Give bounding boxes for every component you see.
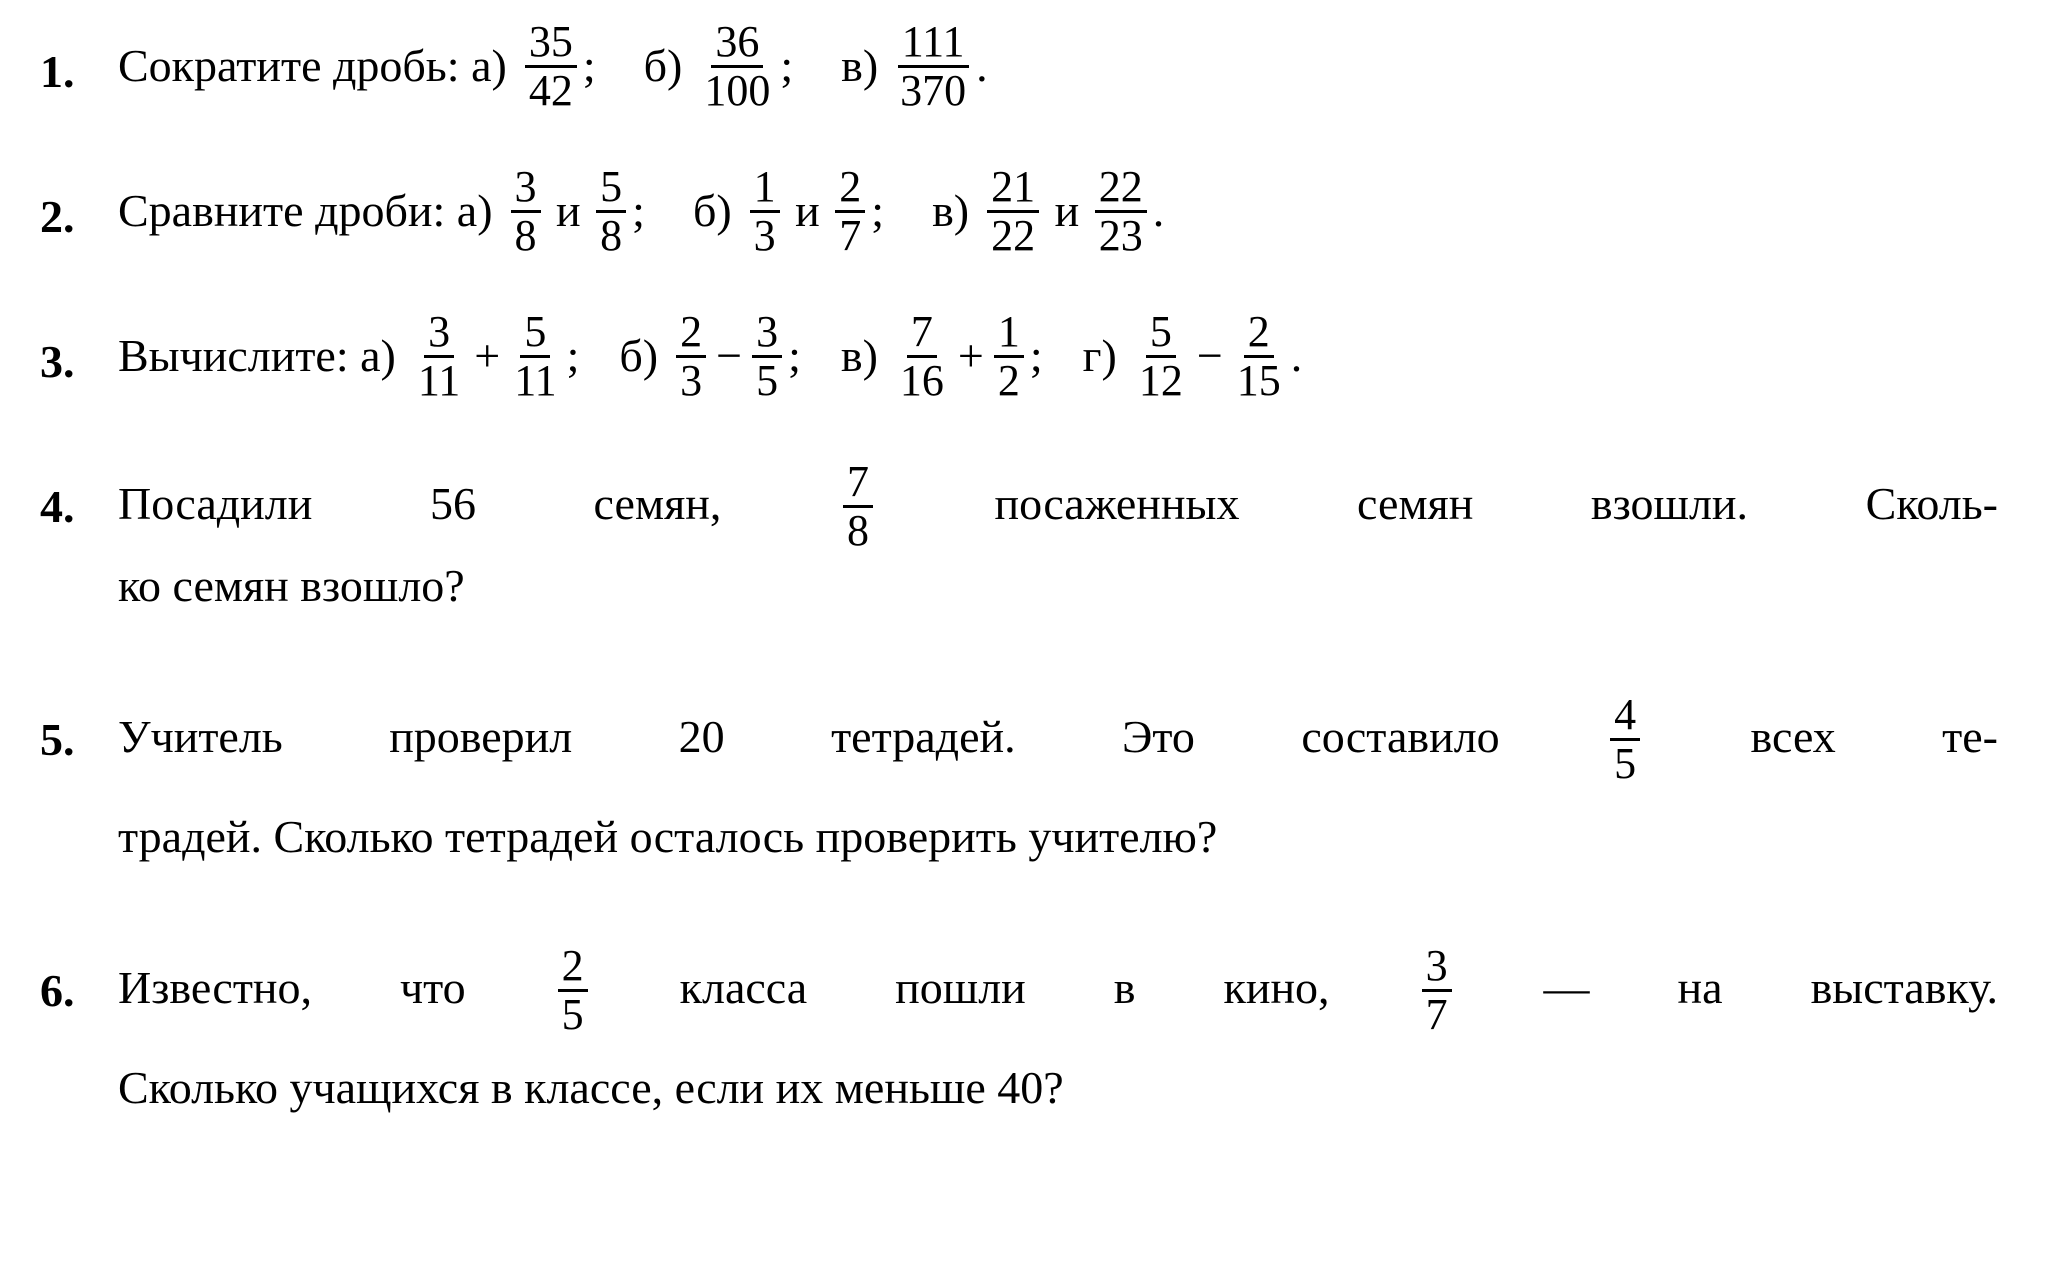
conj: и (784, 187, 832, 235)
fraction: 78 (843, 460, 873, 553)
problem-number: 6. (40, 939, 118, 1015)
lead-text: Вычислите: (118, 332, 360, 380)
part-label: в) (932, 187, 969, 235)
part-label: г) (1083, 332, 1117, 380)
fraction: 511 (510, 310, 560, 403)
problem-4: 4. Посадили 56 семян, 78 посаженных семя… (40, 455, 1998, 636)
problem-6: 6. Известно, что 25 класса пошли в кино,… (40, 939, 1998, 1138)
fraction: 716 (896, 310, 948, 403)
punct: . (1153, 187, 1165, 235)
operator: − (1197, 332, 1223, 380)
punct: ; (1030, 332, 1043, 380)
punct: . (1291, 332, 1303, 380)
part-label: в) (841, 332, 878, 380)
fraction: 45 (1610, 693, 1640, 786)
fraction: 37 (1422, 944, 1452, 1037)
punct: ; (788, 332, 801, 380)
problem-1: 1. Сократите дробь: а) 3542 ; б) 36100 ;… (40, 20, 1998, 113)
lead-text: Сравните дроби: (118, 187, 457, 235)
part-label: а) (471, 42, 507, 90)
fraction: 35 (752, 310, 782, 403)
lead-text: Сократите дробь: (118, 42, 471, 90)
problem-number: 1. (40, 20, 118, 96)
part-label: б) (619, 332, 658, 380)
problem-list: 1. Сократите дробь: а) 3542 ; б) 36100 ;… (40, 20, 1998, 1137)
punct: . (976, 42, 988, 90)
text: традей. Сколько тетрадей осталось провер… (118, 788, 1998, 887)
problem-number: 4. (40, 455, 118, 531)
text: класса пошли в кино, (592, 962, 1418, 1013)
part-label: а) (457, 187, 493, 235)
fraction: 58 (596, 165, 626, 258)
fraction: 36100 (700, 20, 774, 113)
punct: ; (632, 187, 645, 235)
text: Известно, что (118, 962, 554, 1013)
problem-5: 5. Учитель проверил 20 тетрадей. Это сос… (40, 688, 1998, 887)
part-label: б) (644, 42, 683, 90)
punct: ; (871, 187, 884, 235)
fraction: 23 (676, 310, 706, 403)
text: Посадили 56 семян, (118, 478, 839, 529)
punct: ; (583, 42, 596, 90)
problem-number: 3. (40, 310, 118, 386)
operator: − (716, 332, 742, 380)
fraction: 3542 (525, 20, 577, 113)
fraction: 512 (1135, 310, 1187, 403)
fraction: 13 (750, 165, 780, 258)
part-label: б) (693, 187, 732, 235)
fraction: 111370 (896, 20, 970, 113)
punct: ; (567, 332, 580, 380)
text: Учитель проверил 20 тетрадей. Это состав… (118, 711, 1606, 762)
fraction: 215 (1233, 310, 1285, 403)
conj: и (1043, 187, 1091, 235)
problem-2: 2. Сравните дроби: а) 38 и 58 ; б) 13 и … (40, 165, 1998, 258)
operator: + (474, 332, 500, 380)
part-label: а) (360, 332, 396, 380)
problem-number: 2. (40, 165, 118, 241)
fraction: 311 (414, 310, 464, 403)
operator: + (958, 332, 984, 380)
fraction: 2223 (1095, 165, 1147, 258)
punct: ; (780, 42, 793, 90)
problem-number: 5. (40, 688, 118, 764)
text: посаженных семян взошли. Сколь- (877, 478, 1998, 529)
conj: и (545, 187, 593, 235)
text: всех те- (1644, 711, 1998, 762)
fraction: 2122 (987, 165, 1039, 258)
text: — на выставку. (1456, 962, 1998, 1013)
problem-3: 3. Вычислите: а) 311 + 511 ; б) 23 − 35 … (40, 310, 1998, 403)
text: Сколько учащихся в классе, если их меньш… (118, 1039, 1998, 1138)
fraction: 27 (835, 165, 865, 258)
fraction: 25 (558, 944, 588, 1037)
part-label: в) (841, 42, 878, 90)
fraction: 38 (511, 165, 541, 258)
fraction: 12 (994, 310, 1024, 403)
